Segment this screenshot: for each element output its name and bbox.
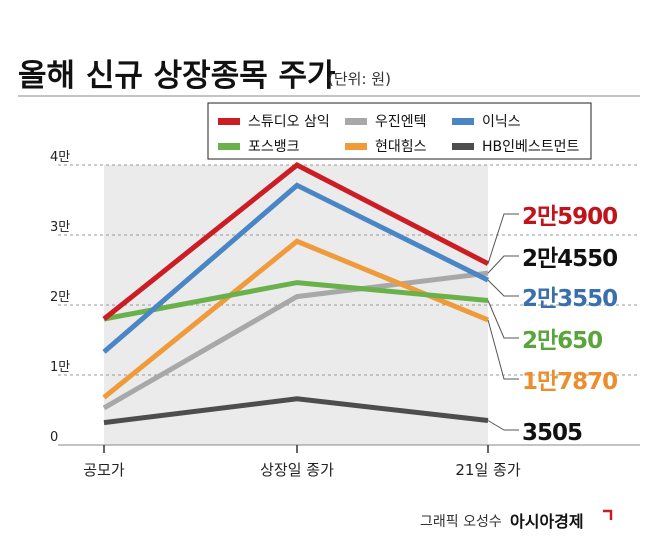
series-line	[102, 182, 490, 354]
credit-graphic: 그래픽 오성수	[420, 514, 502, 530]
legend-label: 포스뱅크	[248, 139, 300, 155]
leader-layer	[487, 213, 519, 431]
series-line	[102, 270, 489, 411]
legend-label: 이닉스	[482, 114, 521, 130]
end-value-label: 3505	[522, 420, 582, 446]
leader-line	[487, 319, 519, 380]
y-tick-label: 1만	[50, 360, 70, 375]
end-value-label: 2만5900	[522, 204, 617, 230]
legend-swatch	[345, 118, 367, 125]
legend-label: 우진엔텍	[375, 114, 427, 130]
series-line	[102, 162, 490, 321]
y-tick-label: 3만	[50, 220, 70, 235]
leader-line	[487, 213, 519, 264]
y-tick-label: 0	[50, 430, 58, 445]
series-line	[103, 280, 489, 322]
series-layer	[102, 162, 490, 426]
legend-box	[207, 102, 592, 160]
leader-line	[487, 300, 519, 339]
legend-label: 현대힘스	[375, 139, 427, 155]
x-tick-label: 21일 종가	[455, 461, 520, 479]
legend-label: HB인베스트먼트	[482, 139, 580, 155]
end-value-label: 2만650	[522, 328, 602, 354]
leader-line	[487, 420, 519, 431]
legend-swatch	[345, 143, 367, 150]
label-layer: 2만5900 2만4550 2만3550 2만650 1만7870 3505	[522, 204, 618, 446]
series-line	[103, 396, 489, 426]
x-tick-label: 공모가	[83, 461, 125, 479]
x-tick-label: 상장일 종가	[260, 461, 334, 479]
legend-swatch	[218, 118, 240, 125]
y-tick-label: 2만	[50, 290, 70, 305]
brand-mark-icon	[603, 509, 613, 520]
legend-swatch	[452, 143, 474, 150]
legend-swatch	[218, 143, 240, 150]
legend-swatch	[452, 118, 474, 125]
end-value-label: 2만4550	[522, 246, 617, 272]
credit-brand: 아시아경제	[510, 512, 584, 531]
y-tick-label: 4만	[50, 150, 70, 165]
end-value-label: 1만7870	[522, 369, 617, 395]
leader-line	[487, 279, 519, 297]
legend-label: 스튜디오 삼익	[248, 114, 330, 130]
end-value-label: 2만3550	[522, 286, 617, 312]
unit-label: (단위: 원)	[328, 70, 391, 88]
leader-line	[487, 255, 519, 274]
chart-title: 올해 신규 상장종목 주가	[18, 58, 336, 94]
